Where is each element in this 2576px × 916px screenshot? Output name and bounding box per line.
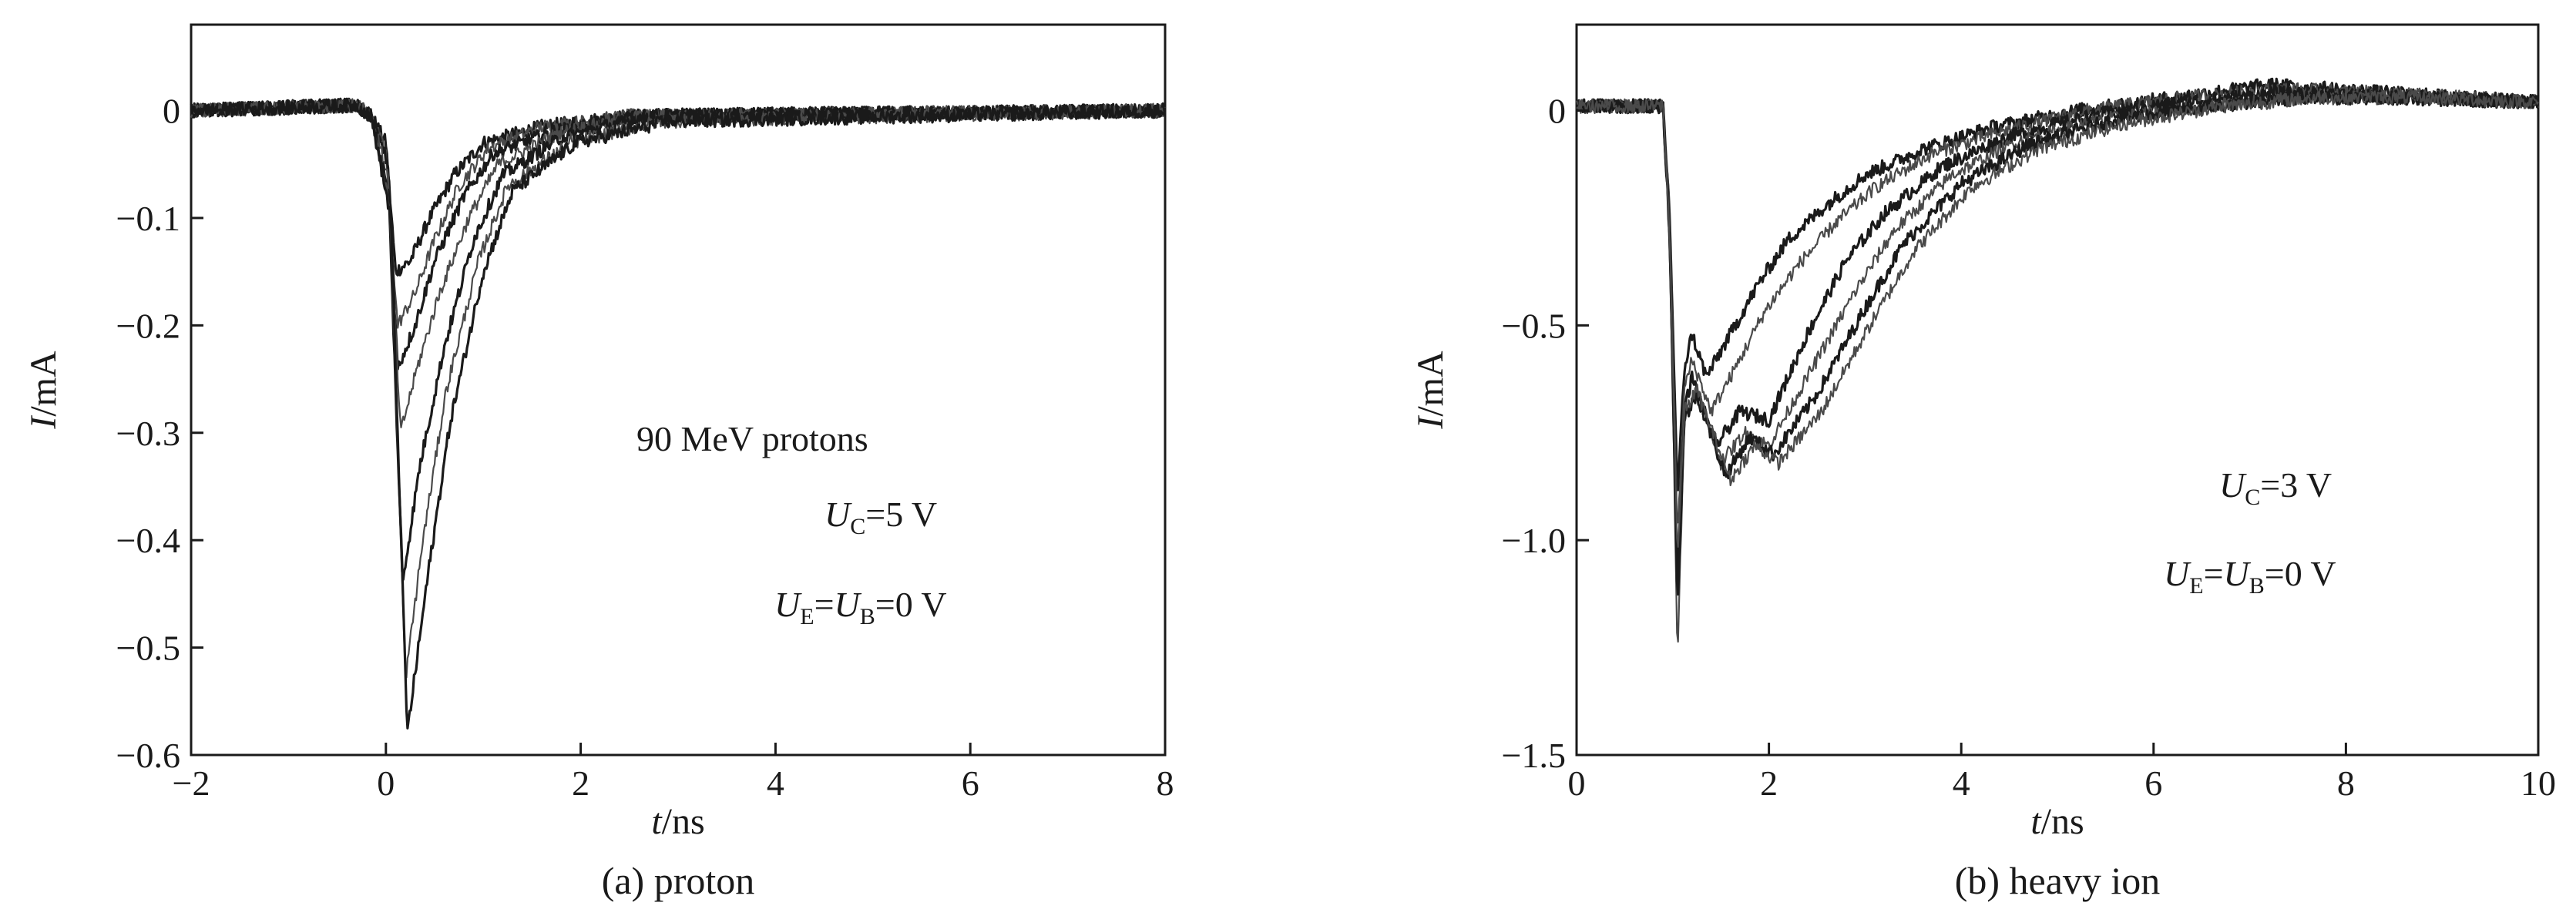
chart-a: −2 0 2 4 6 8 0 −0.1 −0.2 −0.3 −0.4 −0.5 −0.6 t/ns I… xyxy=(23,23,1174,902)
chart-a-series-3 xyxy=(190,97,1167,371)
chart-b-frame xyxy=(1575,23,2540,757)
chart-a-frame xyxy=(190,23,1167,757)
chart-b-yticks: 0 −0.5 −1.0 −1.5 xyxy=(1502,92,1589,775)
chart-a-xtick-label: 2 xyxy=(572,763,589,803)
chart-a-ytick-label: −0.1 xyxy=(116,199,180,238)
chart-b-series-6 xyxy=(1576,89,2539,549)
chart-a-series-1 xyxy=(190,97,1167,277)
chart-a-xlabel: t/ns xyxy=(651,801,704,842)
chart-b-ytick-label: −1.5 xyxy=(1502,736,1566,775)
chart-a-ytick-label: −0.4 xyxy=(116,521,180,560)
chart-b-ylabel: I/mA xyxy=(1410,351,1451,430)
chart-b-xtick-label: 2 xyxy=(1760,763,1778,803)
chart-a-xticks: −2 0 2 4 6 8 xyxy=(173,743,1174,803)
chart-a-xtick-label: 6 xyxy=(962,763,979,803)
chart-b-xlabel: t/ns xyxy=(2030,801,2084,842)
chart-b-xtick-label: 4 xyxy=(1953,763,1970,803)
chart-a-ytick-label: −0.6 xyxy=(116,736,180,775)
chart-a-yticks: 0 −0.1 −0.2 −0.3 −0.4 −0.5 −0.6 xyxy=(116,92,203,775)
chart-a-series-5 xyxy=(190,98,1167,581)
chart-a-series-7 xyxy=(190,97,1167,730)
chart-a-annotation-1: 90 MeV protons xyxy=(636,419,868,458)
chart-b-series-5 xyxy=(1575,89,2540,596)
chart-a-xtick-label: −2 xyxy=(173,763,210,803)
chart-b-series-3 xyxy=(1575,85,2540,568)
chart-b-xticks: 0 2 4 6 8 10 xyxy=(1568,743,2556,803)
chart-a-lines xyxy=(190,97,1167,730)
chart-a-series-4 xyxy=(190,99,1167,428)
chart-a-ylabel: I/mA xyxy=(23,351,64,430)
chart-b-xtick-label: 0 xyxy=(1568,763,1586,803)
chart-a-annotation-3: UE=UB=0 V xyxy=(774,585,947,629)
chart-a-series-6 xyxy=(190,98,1167,679)
chart-a-annotation-2: UC=5 V xyxy=(825,495,937,539)
chart-a-ytick-label: −0.5 xyxy=(116,629,180,668)
chart-b-xtick-label: 10 xyxy=(2521,763,2556,803)
chart-a-xtick-label: 8 xyxy=(1157,763,1174,803)
chart-b-annotations: UC=3 V UE=UB=0 V xyxy=(2164,465,2336,599)
chart-a-caption: (a) proton xyxy=(602,859,755,902)
chart-b-ytick-label: −1.0 xyxy=(1502,521,1566,560)
chart-b-annotation-2: UE=UB=0 V xyxy=(2164,554,2336,599)
chart-a-annotations: 90 MeV protons UC=5 V UE=UB=0 V xyxy=(636,419,947,629)
chart-b-annotation-1: UC=3 V xyxy=(2219,465,2332,510)
chart-b-caption: (b) heavy ion xyxy=(1955,859,2161,902)
chart-a-ytick-label: −0.3 xyxy=(116,414,180,453)
chart-a-series-2 xyxy=(190,99,1167,329)
chart-b-ytick-label: 0 xyxy=(1548,92,1566,131)
chart-b-xtick-label: 6 xyxy=(2144,763,2162,803)
chart-b-ytick-label: −0.5 xyxy=(1502,306,1566,345)
chart-a-ytick-label: −0.2 xyxy=(116,306,180,345)
chart-a-xtick-label: 0 xyxy=(377,763,395,803)
chart-a-xtick-label: 4 xyxy=(767,763,784,803)
chart-b-series-4 xyxy=(1575,89,2540,643)
chart-a-ytick-label: 0 xyxy=(163,92,180,131)
chart-b: 0 2 4 6 8 10 0 −0.5 −1.0 −1.5 t/ns I/mA (b) heav… xyxy=(1410,23,2556,902)
chart-b-lines xyxy=(1575,77,2540,643)
chart-b-xtick-label: 8 xyxy=(2337,763,2355,803)
